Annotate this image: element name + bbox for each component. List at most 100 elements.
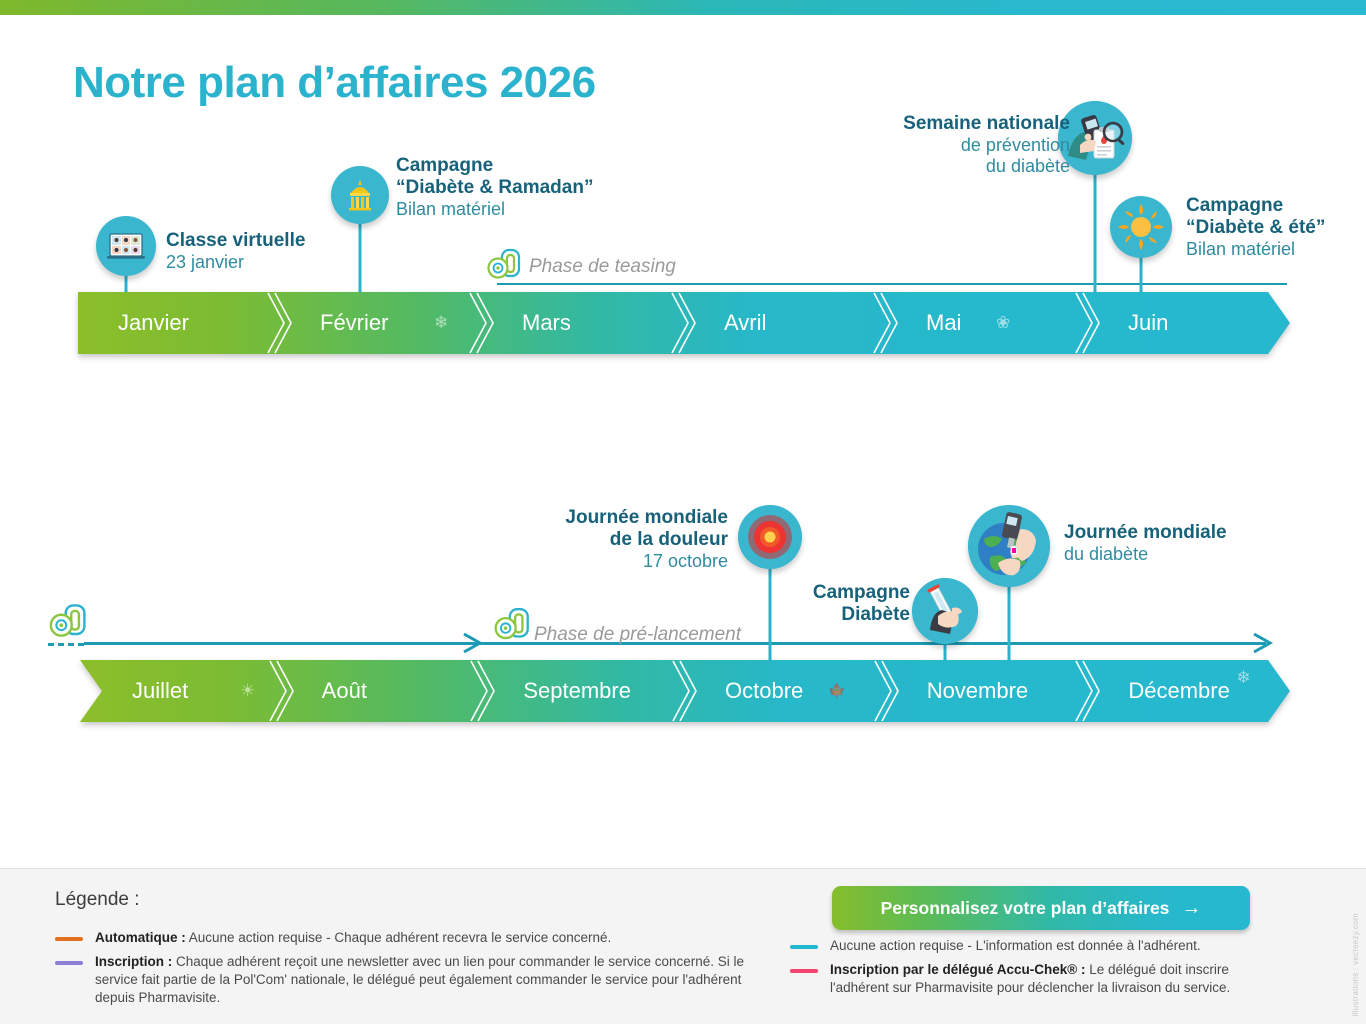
month-label: Février — [320, 310, 389, 335]
month-cell-fevrier[interactable]: Février ❄ — [280, 292, 482, 354]
month-cell-mai[interactable]: Mai ❀ — [886, 292, 1088, 354]
legend-swatch-purple — [55, 961, 83, 965]
legend-swatch-orange — [55, 937, 83, 941]
event-subtitle: de prévention — [960, 134, 1070, 155]
pin-stem — [124, 264, 128, 312]
legend-text: Inscription par le délégué Accu-Chek® : … — [830, 961, 1280, 997]
leaf-icon: 🍁 — [828, 682, 846, 699]
cta-label: Personnalisez votre plan d’affaires — [880, 897, 1170, 918]
month-cell-novembre[interactable]: Novembre — [887, 660, 1089, 722]
month-label: Mai — [926, 310, 962, 335]
event-pin-classe-virtuelle[interactable] — [96, 216, 156, 312]
prelaunch-arrowhead-end — [1253, 632, 1274, 654]
month-label: Novembre — [926, 678, 1029, 703]
event-title: Classe virtuelle — [166, 230, 306, 251]
event-title: Journée mondiale — [565, 507, 728, 528]
legend-swatch-teal — [790, 945, 818, 949]
pin-stem — [1007, 575, 1011, 665]
month-cell-avril[interactable]: Avril — [684, 292, 886, 354]
pin-stem — [943, 634, 947, 666]
teasing-phase-label: Phase de teasing — [529, 256, 676, 277]
month-cell-decembre[interactable]: Décembre ❄ — [1088, 660, 1290, 722]
month-label: Mars — [522, 310, 571, 335]
event-pin-diabete-ramadan[interactable] — [331, 166, 389, 296]
month-label: Avril — [724, 310, 767, 335]
event-label-diabete-ete: Campagne “Diabète & été” Bilan matériel — [1186, 195, 1325, 259]
event-pin-journee-douleur[interactable] — [738, 505, 802, 665]
legend-detail: Aucune action requise - L'information es… — [830, 938, 1201, 953]
event-extra: Bilan matériel — [1186, 238, 1296, 259]
timeline-second-half: Juillet ☀ Août Septembre Octobre 🍁 — [80, 660, 1290, 722]
month-cell-mars[interactable]: Mars — [482, 292, 684, 354]
event-title: Campagne — [396, 155, 494, 176]
pain-target-icon — [738, 505, 802, 569]
event-subtitle: de la douleur — [609, 528, 728, 550]
legend-strong: Automatique : — [95, 930, 186, 945]
pin-stem — [1093, 163, 1097, 296]
legend-text: Aucune action requise - L'information es… — [830, 937, 1201, 955]
event-label-diabete-ramadan: Campagne “Diabète & Ramadan” Bilan matér… — [396, 155, 593, 219]
injection-hand-icon — [912, 578, 978, 644]
sun-icon — [1110, 196, 1172, 258]
event-title: Campagne — [812, 582, 910, 603]
legend-text: Inscription : Chaque adhérent reçoit une… — [95, 953, 755, 1008]
sun-small-icon: ☀ — [240, 681, 256, 700]
legend-item-inscription: Inscription : Chaque adhérent reçoit une… — [55, 953, 755, 1008]
event-label-journee-diabete: Journée mondiale du diabète — [1064, 522, 1227, 565]
month-cell-juillet[interactable]: Juillet ☀ — [80, 660, 282, 722]
event-subtitle: du diabète — [1064, 543, 1149, 564]
world-diabetes-icon — [968, 505, 1050, 587]
personnalisez-plan-button[interactable]: Personnalisez votre plan d’affaires → — [832, 886, 1250, 930]
event-subtitle: 23 janvier — [166, 251, 245, 272]
event-pin-journee-diabete[interactable] — [968, 505, 1050, 665]
legend-strong: Inscription par le délégué Accu-Chek® : — [830, 962, 1086, 977]
event-extra: Bilan matériel — [396, 198, 506, 219]
month-label: Janvier — [118, 310, 189, 335]
pin-stem — [768, 559, 772, 665]
month-cell-septembre[interactable]: Septembre — [483, 660, 685, 722]
event-title: Campagne — [1186, 195, 1284, 216]
page-title: Notre plan d’affaires 2026 — [73, 58, 596, 107]
legend-item-inscription-delegue: Inscription par le délégué Accu-Chek® : … — [790, 961, 1280, 997]
injector-pen-icon — [494, 608, 529, 640]
glucometer-report-icon — [1058, 101, 1132, 175]
event-title: Semaine nationale — [903, 113, 1070, 134]
event-label-journee-douleur: Journée mondiale de la douleur 17 octobr… — [565, 507, 728, 571]
snowflake-icon: ❄ — [1236, 668, 1251, 687]
legend-swatch-pink — [790, 969, 818, 973]
event-label-classe-virtuelle: Classe virtuelle 23 janvier — [166, 230, 305, 273]
top-accent-bar — [0, 0, 1366, 15]
month-cell-juin[interactable]: Juin — [1088, 292, 1290, 354]
event-extra: 17 octobre — [642, 550, 728, 571]
legend-detail: Chaque adhérent reçoit une newsletter av… — [95, 954, 745, 1006]
prelaunch-arrow-line — [84, 642, 1266, 645]
illustration-credit: illustrations : vecteezy.com — [1351, 912, 1360, 1016]
snowflake-icon: ❄ — [434, 313, 449, 332]
event-label-semaine-prevention: Semaine nationale de prévention du diabè… — [903, 113, 1070, 176]
injector-pen-icon — [487, 248, 521, 279]
event-subtitle: “Diabète & été” — [1186, 216, 1326, 238]
event-label-campagne-diabete: Campagne Diabète — [813, 582, 910, 626]
event-pin-diabete-ete[interactable] — [1110, 196, 1172, 296]
pin-stem — [1139, 246, 1143, 296]
month-label: Août — [321, 678, 367, 703]
month-cell-octobre[interactable]: Octobre 🍁 — [685, 660, 887, 722]
prelaunch-dashed-segment — [48, 643, 84, 646]
prelaunch-phase-label: Phase de pré-lancement — [534, 624, 742, 645]
legend-text: Automatique : Aucune action requise - Ch… — [95, 929, 611, 947]
month-label: Juin — [1128, 310, 1169, 335]
pin-stem — [358, 212, 362, 296]
prelaunch-arrowhead-mid — [463, 632, 484, 654]
legend-detail: Le délégué doit inscrire l'adhérent sur … — [830, 962, 1231, 996]
flower-icon: ❀ — [996, 313, 1011, 332]
legend-item-information: Aucune action requise - L'information es… — [790, 937, 1280, 955]
event-pin-semaine-prevention[interactable] — [1058, 101, 1132, 296]
legend-title: Légende : — [55, 889, 140, 910]
event-title: Journée mondiale — [1064, 522, 1227, 543]
month-cell-janvier[interactable]: Janvier — [78, 292, 280, 354]
event-pin-campagne-diabete[interactable] — [912, 578, 978, 666]
legend-strong: Inscription : — [95, 954, 173, 969]
month-label: Octobre — [725, 678, 804, 703]
month-cell-aout[interactable]: Août — [282, 660, 484, 722]
mosque-icon — [331, 166, 389, 224]
